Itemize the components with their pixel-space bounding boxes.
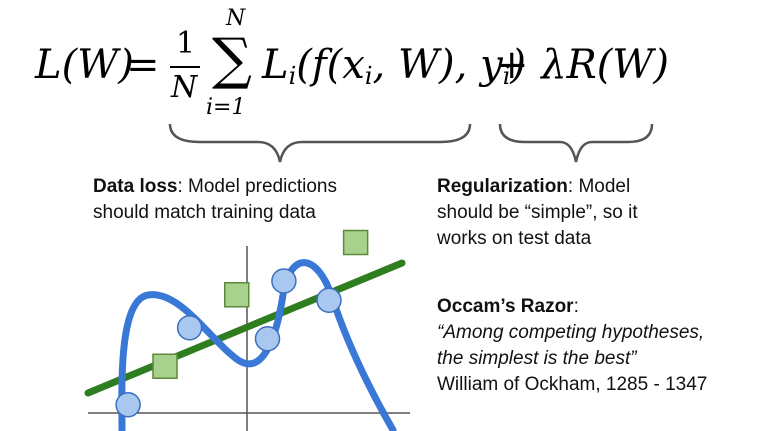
term-close: ) xyxy=(510,42,526,88)
term-y-sub: i xyxy=(502,62,511,90)
regularization-description: Regularization: Model should be “simple”… xyxy=(437,174,697,252)
regularization-line2: should be “simple”, so it xyxy=(437,202,638,223)
blue-circle-point-5 xyxy=(316,287,342,313)
green-square-point-1 xyxy=(152,353,178,379)
underbraces xyxy=(168,123,654,163)
equation-sum-symbol: ∑ xyxy=(212,27,252,92)
equation-sum-upper: N xyxy=(226,6,246,31)
regularization-line1: : Model xyxy=(567,176,631,197)
blue-circle-points xyxy=(115,268,342,418)
green-square-point-3 xyxy=(342,229,369,256)
regularization-label: Regularization xyxy=(437,176,568,197)
simple-linear-fit xyxy=(84,259,406,397)
data-loss-label: Data loss xyxy=(93,176,178,197)
occams-razor: Occam’s Razor: “Among competing hypothes… xyxy=(437,294,767,398)
data-loss-line1: : Model predictions xyxy=(177,176,337,197)
green-square-points xyxy=(152,229,369,379)
green-square-point-2 xyxy=(224,282,250,308)
regularization-brace xyxy=(498,123,654,163)
blue-circle-point-3 xyxy=(254,326,281,352)
occam-label-suffix: : xyxy=(573,296,579,317)
data-loss-line2: should match training data xyxy=(93,202,316,223)
equation-regularization-term: + λR(W) xyxy=(495,42,670,88)
occam-quote-line1: “Among competing hypotheses, xyxy=(437,322,705,343)
blue-circle-point-4 xyxy=(271,268,297,294)
occam-attribution: William of Ockham, 1285 - 1347 xyxy=(437,374,708,395)
blue-circle-point-2 xyxy=(176,315,203,341)
occam-quote-line2: the simplest is the best” xyxy=(437,348,637,369)
term-L-sub: i xyxy=(288,62,297,90)
equation-fraction-numerator: 1 xyxy=(176,26,196,61)
occam-label: Occam’s Razor xyxy=(437,296,574,317)
equation-sum-lower: i=1 xyxy=(206,95,246,120)
equation-fraction-bar xyxy=(170,66,200,68)
term-open: (f(x xyxy=(296,42,365,88)
equation-lhs: L(W) xyxy=(35,42,134,88)
blue-circle-point-1 xyxy=(115,392,141,418)
term-L: L xyxy=(262,42,289,88)
data-loss-brace xyxy=(168,123,472,163)
data-loss-description: Data loss: Model predictions should matc… xyxy=(93,174,413,226)
equation-equals: = xyxy=(126,42,160,88)
equation-fraction-denominator: N xyxy=(171,70,198,105)
equation-data-term: Li(f(xi, W), yi) xyxy=(262,42,526,90)
term-mid: , W), y xyxy=(372,42,503,88)
regularization-line3: works on test data xyxy=(437,228,592,249)
complex-overfit-curve xyxy=(118,259,397,431)
term-x-sub: i xyxy=(364,62,373,90)
